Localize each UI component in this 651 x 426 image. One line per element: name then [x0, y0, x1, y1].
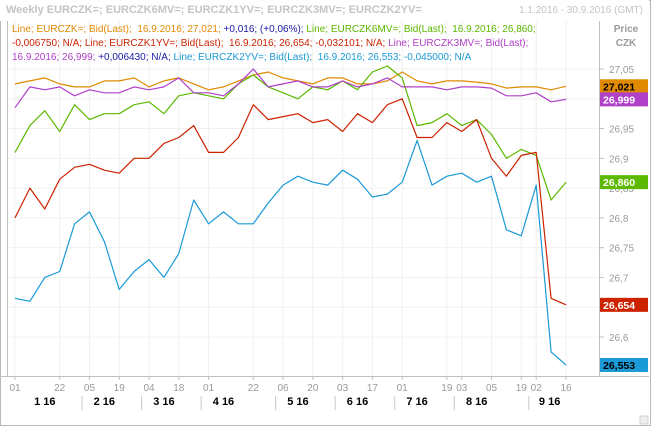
y-axis-unit-label: Price CZK: [609, 23, 643, 51]
plot-area[interactable]: [7, 21, 600, 376]
price-label-line2: CZK: [615, 38, 637, 49]
price-label-line1: Price: [613, 24, 639, 35]
date-range: 1.1.2016 - 30.9.2016 (GMT): [519, 5, 643, 16]
chart-title: Weekly EURCZK=; EURCZK6MV=; EURCZK1YV=; …: [6, 4, 422, 16]
chart-header: Weekly EURCZK=; EURCZK6MV=; EURCZK1YV=; …: [0, 0, 649, 21]
x-axis[interactable]: [0, 376, 649, 425]
y-axis[interactable]: [599, 21, 650, 376]
